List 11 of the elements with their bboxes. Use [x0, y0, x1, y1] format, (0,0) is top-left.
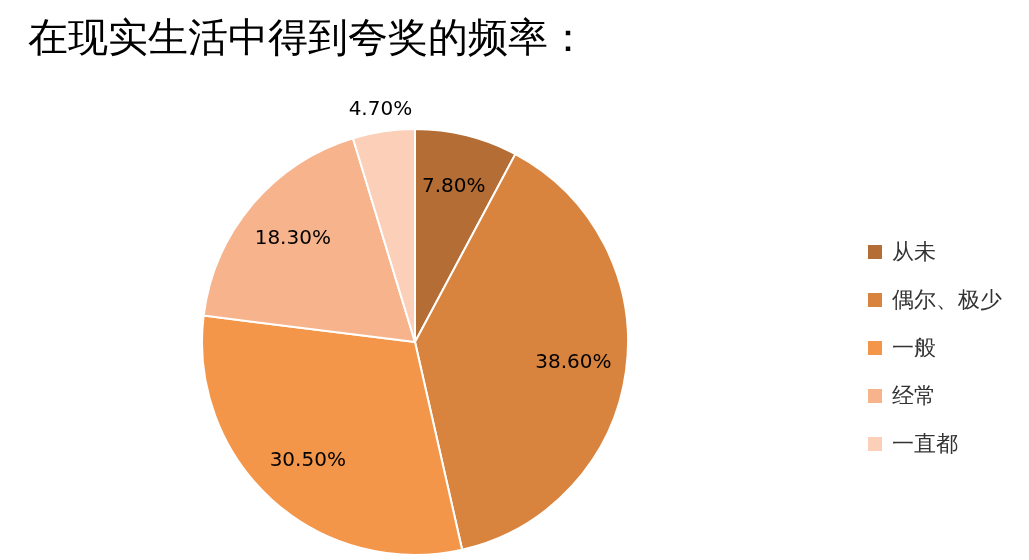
- data-label: 18.30%: [254, 225, 331, 250]
- legend-label: 偶尔、极少: [892, 286, 1002, 314]
- legend-label: 一般: [892, 334, 936, 362]
- legend-label: 一直都: [892, 430, 958, 458]
- chart-title: 在现实生活中得到夸奖的频率：: [28, 13, 588, 62]
- legend-label: 从未: [892, 238, 936, 266]
- legend-label: 经常: [892, 382, 936, 410]
- data-label: 4.70%: [348, 95, 413, 120]
- data-label: 38.60%: [535, 349, 612, 374]
- data-label: 30.50%: [269, 446, 346, 471]
- data-label: 7.80%: [422, 173, 486, 198]
